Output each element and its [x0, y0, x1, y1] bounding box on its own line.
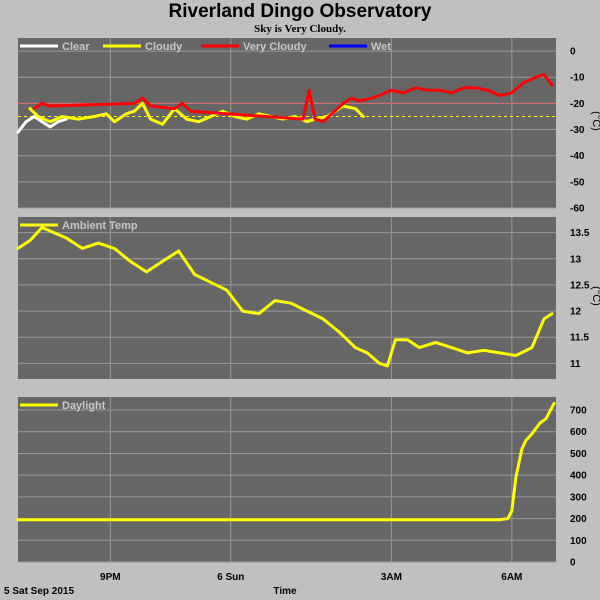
- y-tick-label-daylight: 700: [570, 406, 587, 417]
- x-tick-label: 9PM: [100, 572, 121, 583]
- y-tick-label-ambient: 13: [570, 254, 582, 265]
- series-line-ambient-temp: [16, 226, 554, 368]
- y-axis-label-ambient: (°C): [590, 286, 600, 306]
- x-tick-label: 6 Sun: [217, 572, 244, 583]
- plot-area-daylight: [18, 397, 556, 562]
- y-tick-label-sky: -30: [570, 125, 585, 136]
- y-tick-label-sky: -20: [570, 99, 585, 110]
- legend-label-wet: Wet: [371, 41, 391, 53]
- legend-label-daylight: Daylight: [62, 400, 106, 412]
- plot-area-ambient: [18, 217, 556, 379]
- chart-title: Riverland Dingo Observatory: [168, 1, 432, 22]
- y-tick-label-daylight: 500: [570, 449, 587, 460]
- y-tick-label-daylight: 400: [570, 471, 587, 482]
- y-tick-label-ambient: 12: [570, 307, 582, 318]
- plot-area-sky: [18, 38, 556, 208]
- y-tick-label-sky: 0: [570, 47, 576, 58]
- y-tick-label-ambient: 11: [570, 359, 581, 370]
- y-tick-label-sky: -60: [570, 204, 585, 215]
- legend-label-ambient-temp: Ambient Temp: [62, 220, 138, 232]
- legend-label-very-cloudy: Very Cloudy: [243, 41, 307, 53]
- legend-label-clear: Clear: [62, 41, 90, 53]
- x-tick-label: 3AM: [381, 572, 402, 583]
- series-line-daylight: [16, 402, 556, 522]
- x-tick-label: 6AM: [501, 572, 522, 583]
- date-label: 5 Sat Sep 2015: [4, 586, 74, 597]
- y-tick-label-daylight: 200: [570, 514, 587, 525]
- y-tick-label-daylight: 600: [570, 427, 587, 438]
- y-axis-label-sky: (°C): [590, 111, 600, 131]
- legend-label-cloudy: Cloudy: [145, 41, 183, 53]
- series-line-very-cloudy: [32, 73, 554, 124]
- y-tick-label-daylight: 300: [570, 492, 587, 503]
- y-tick-label-ambient: 13.5: [570, 228, 590, 239]
- y-tick-label-sky: -50: [570, 177, 585, 188]
- series-line-clear: [16, 115, 68, 134]
- y-tick-label-sky: -40: [570, 151, 585, 162]
- y-tick-label-sky: -10: [570, 73, 585, 84]
- y-tick-label-ambient: 12.5: [570, 280, 590, 291]
- y-tick-label-daylight: 100: [570, 536, 587, 547]
- chart-subtitle: Sky is Very Cloudy.: [254, 23, 346, 35]
- y-tick-label-daylight: 0: [570, 558, 576, 569]
- y-tick-label-ambient: 11.5: [570, 333, 589, 344]
- x-axis-label: Time: [273, 586, 297, 597]
